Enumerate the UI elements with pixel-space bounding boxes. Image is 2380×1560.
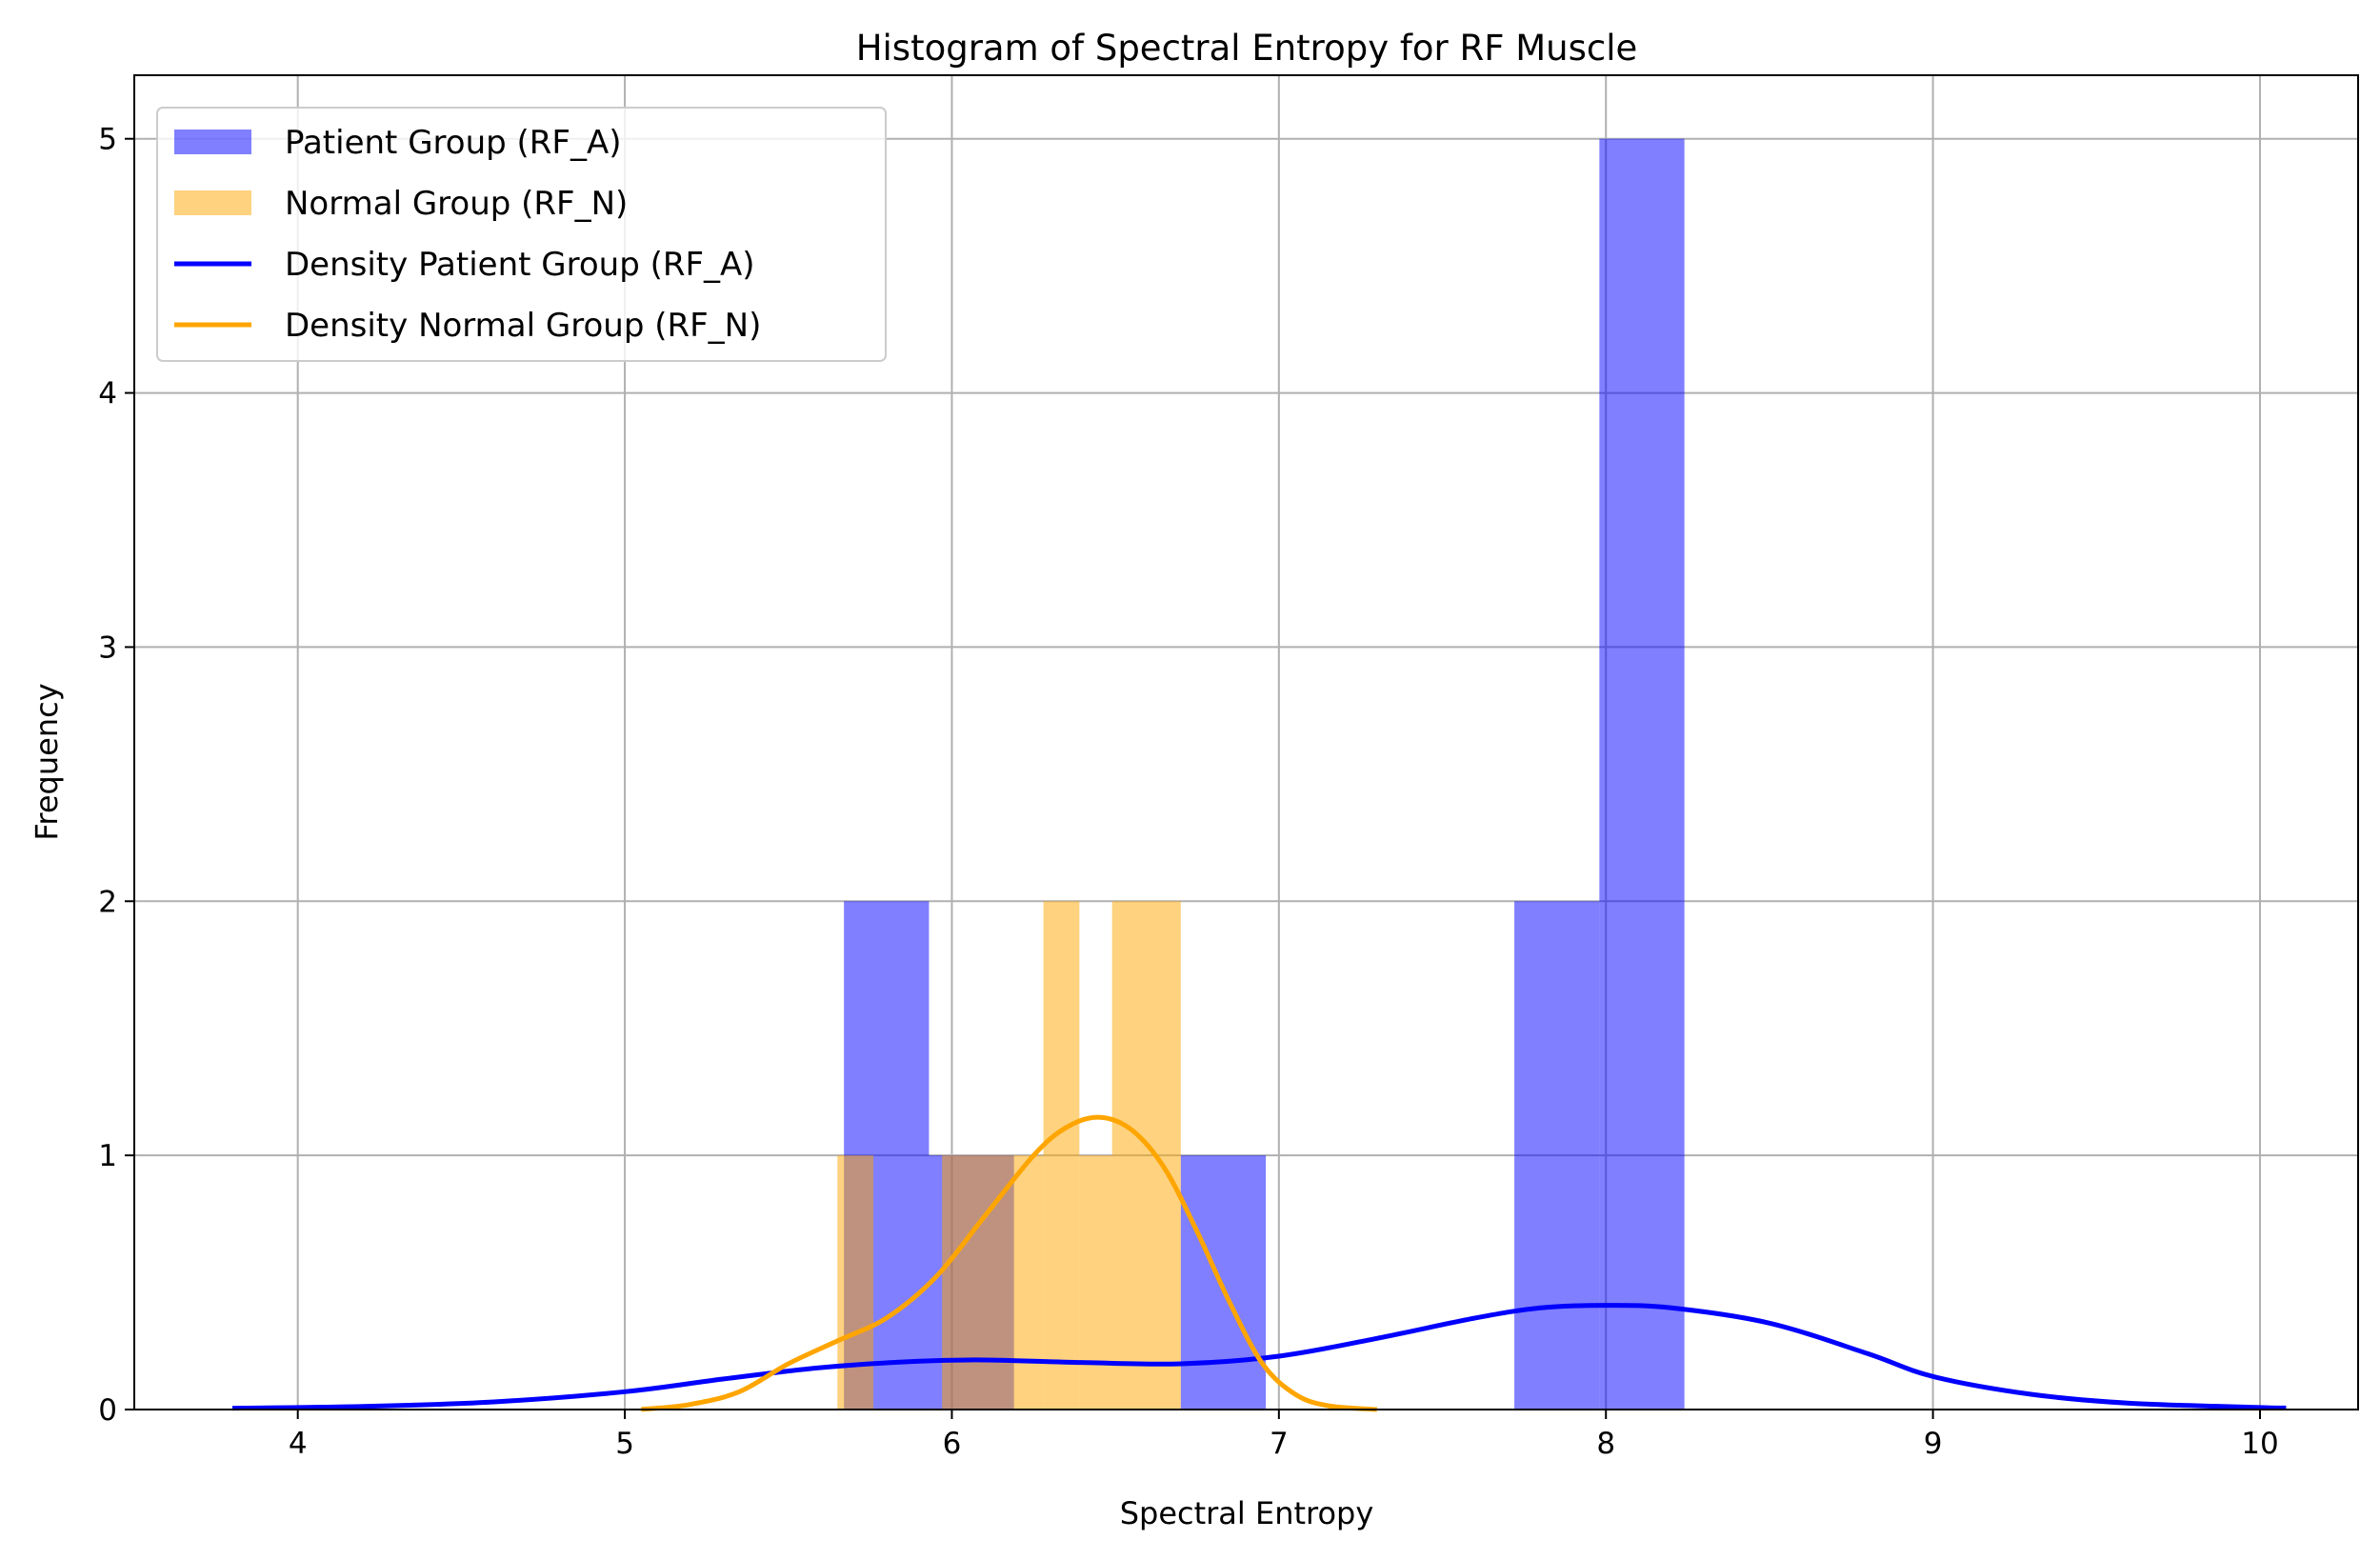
legend-box [156,107,887,362]
normal-histogram-bar [1043,901,1080,1410]
x-tick-label: 5 [615,1427,634,1461]
legend-label: Density Normal Group (RF_N) [285,307,761,345]
legend-entry-normal-density: Density Normal Group (RF_N) [174,307,761,345]
legend-swatch [174,130,251,154]
normal-histogram-bar [1079,1155,1112,1410]
x-tick-label: 7 [1270,1427,1289,1461]
x-tick-label: 10 [2241,1427,2278,1461]
legend-label: Density Patient Group (RF_A) [285,246,755,284]
patient-histogram-bar [1514,901,1600,1410]
normal-histogram-bar [1111,901,1181,1410]
y-tick-label: 5 [98,123,117,157]
legend-entry-normal-bars: Normal Group (RF_N) [174,185,628,223]
y-tick-label: 2 [98,885,117,919]
density-line-normal [640,1114,1378,1412]
chart-title: Histogram of Spectral Entropy for RF Mus… [856,28,1638,69]
density-line-patient [231,1303,2287,1411]
y-tick-label: 1 [98,1139,117,1173]
y-axis-label: Frequency [29,683,65,840]
x-tick-label: 8 [1596,1427,1615,1461]
y-tick-label: 3 [98,630,117,665]
x-tick-label: 6 [943,1427,962,1461]
histogram-bars [837,138,1685,1410]
patient-histogram-bar [1180,1155,1267,1410]
density-curves [231,1114,2287,1412]
legend-entry-patient-bars: Patient Group (RF_A) [174,124,621,162]
normal-histogram-bar [1010,1155,1044,1410]
legend-label: Normal Group (RF_N) [285,185,628,223]
y-tick-label: 4 [98,377,117,411]
legend: Patient Group (RF_A) Normal Group (RF_N) D… [156,107,887,362]
legend-entry-patient-density: Density Patient Group (RF_A) [174,246,755,284]
x-tick-label: 4 [289,1427,308,1461]
patient-histogram-bar [1599,138,1685,1410]
x-axis-label: Spectral Entropy [1120,1495,1374,1531]
normal-histogram-bar [837,1155,874,1410]
axis-ticks: 4 5 6 7 8 9 10 0 1 2 3 4 5 [98,123,2278,1461]
x-tick-label: 9 [1924,1427,1943,1461]
legend-swatch [174,190,251,215]
y-tick-label: 0 [98,1393,117,1428]
plot-area-frame [133,74,2359,1410]
legend-label: Patient Group (RF_A) [285,124,621,162]
